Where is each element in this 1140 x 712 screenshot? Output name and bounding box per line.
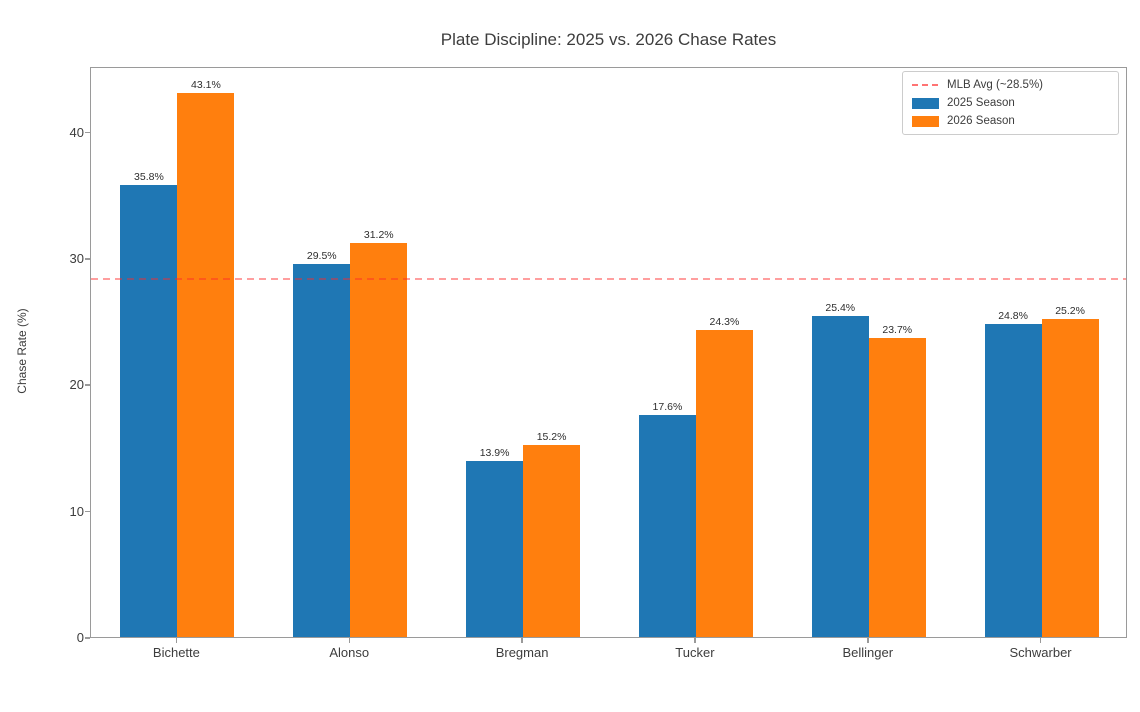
x-tick-mark (175, 638, 178, 643)
y-tick-label: 0 (76, 630, 84, 645)
legend-item-2025: 2025 Season (912, 97, 1108, 109)
bar-value-label: 25.2% (1055, 304, 1085, 317)
bar-2026-schwarber (1041, 318, 1099, 637)
bar-2026-alonso (350, 242, 408, 637)
legend-item-2026-label: 2026 Season (947, 115, 1015, 127)
bar-value-label: 17.6% (652, 400, 683, 413)
legend-item-mlb-avg: MLB Avg (~28.5%) (912, 79, 1108, 91)
bar-value-label: 29.5% (306, 250, 337, 263)
y-axis-label: Chase Rate (%) (15, 308, 29, 394)
bar-2026-bregman (523, 444, 581, 637)
bar-2026-bichette (177, 92, 235, 637)
legend: MLB Avg (~28.5%) 2025 Season 2026 Season (902, 71, 1119, 135)
bar-2025-bellinger (811, 316, 869, 637)
y-tick-mark (85, 384, 90, 386)
legend-swatch-icon (912, 97, 939, 109)
bar-value-label: 43.1% (191, 78, 221, 91)
bar-value-label: 35.8% (134, 170, 164, 183)
bar-2026-tucker (695, 330, 753, 637)
x-tick-label: Bichette (152, 645, 200, 660)
bar-value-label: 24.3% (709, 316, 740, 329)
x-tick-mark (348, 638, 350, 643)
bar-value-label: 23.7% (882, 323, 913, 336)
bar-value-label: 31.2% (363, 228, 394, 241)
y-tick-label: 20 (69, 377, 84, 393)
legend-dashed-line-icon (912, 84, 939, 86)
bar-2026-bellinger (868, 337, 926, 637)
chart-title: Plate Discipline: 2025 vs. 2026 Chase Ra… (440, 30, 777, 49)
y-tick-label: 10 (69, 503, 84, 519)
y-tick-mark (85, 131, 90, 134)
bar-value-label: 15.2% (536, 430, 567, 443)
bar-value-label: 24.8% (998, 309, 1028, 322)
x-tick-mark (1039, 638, 1042, 643)
bar-value-label: 25.4% (825, 302, 856, 315)
x-tick-label: Tucker (675, 645, 715, 660)
x-tick-label: Schwarber (1009, 645, 1072, 660)
legend-item-2025-label: 2025 Season (947, 97, 1015, 109)
bar-2025-alonso (293, 264, 351, 637)
y-tick-label: 30 (69, 251, 84, 267)
legend-item-2026: 2026 Season (912, 115, 1108, 127)
y-tick-label: 40 (69, 124, 84, 140)
legend-swatch-icon (912, 115, 939, 127)
mlb-average-reference-line (91, 277, 1126, 280)
plot-area: 35.8% 43.1% 29.5% 31.2% 13.9% 15.2% 17.6% 24.3%… (90, 67, 1127, 638)
y-tick-mark (85, 258, 90, 260)
x-tick-mark (694, 638, 696, 643)
x-tick-mark (521, 638, 523, 643)
y-tick-mark (85, 510, 90, 513)
x-tick-label: Bellinger (842, 645, 894, 660)
bar-2025-schwarber (984, 323, 1042, 637)
bar-value-label: 13.9% (479, 447, 510, 460)
bar-2025-tucker (638, 414, 696, 637)
bar-2025-bichette (120, 184, 178, 637)
bar-2025-bregman (466, 461, 524, 637)
x-tick-mark (867, 638, 869, 643)
x-tick-label: Bregman (495, 645, 549, 660)
y-tick-mark (85, 637, 90, 639)
x-tick-label: Alonso (329, 645, 370, 660)
legend-item-mlb-avg-label: MLB Avg (~28.5%) (947, 79, 1043, 91)
